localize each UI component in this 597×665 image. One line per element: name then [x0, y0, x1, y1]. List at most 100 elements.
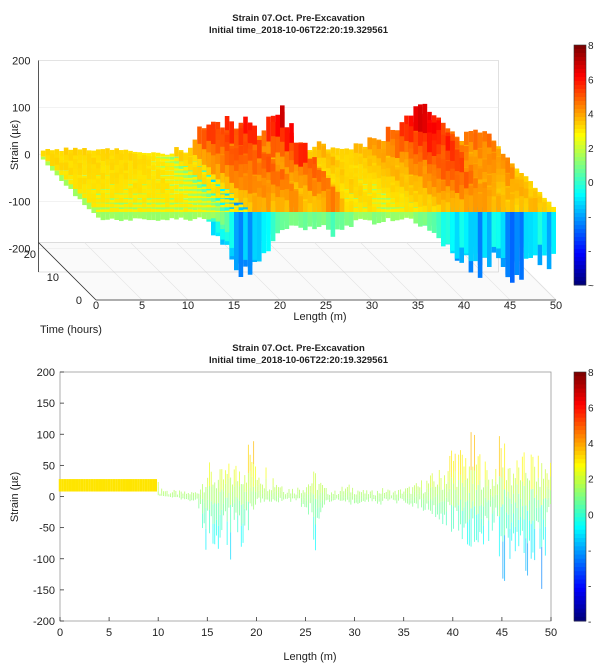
chart-3d-ribbon-segment [40, 156, 46, 160]
chart-3d-ribbon-segment [243, 197, 248, 208]
chart-3d-ribbon-segment [183, 181, 188, 185]
chart-3d-ribbon-segment [344, 212, 349, 226]
chart-3d-ribbon-segment [77, 154, 83, 162]
chart-3d-ribbon-segment [59, 175, 64, 181]
chart-3d-ribbon-segment [63, 174, 69, 180]
chart-3d-ribbon-segment [312, 200, 317, 212]
chart-3d-ribbon-segment [238, 212, 244, 278]
chart-3d-x-tick-label: 50 [550, 300, 562, 312]
chart-3d-ribbon-segment [68, 160, 73, 166]
chart-3d-ribbon-segment [123, 179, 129, 185]
chart-3d-ribbon-segment [500, 199, 506, 212]
chart-3d-ribbon-segment [381, 212, 386, 222]
chart-3d-colorbar-cell [574, 173, 586, 178]
chart-3d-ribbon-segment [477, 212, 483, 278]
chart-3d-ribbon-segment [376, 194, 382, 199]
chart-3d-ribbon-segment [404, 212, 409, 218]
chart-3d-ribbon-segment [137, 187, 142, 194]
chart-3d-ribbon-segment [178, 193, 184, 199]
chart-2d-x-tick-label: 5 [106, 627, 112, 639]
chart-3d-ribbon-segment [123, 189, 129, 194]
chart-3d-ribbon-segment [261, 197, 267, 212]
chart-3d-ribbon-segment [367, 205, 372, 212]
chart-3d-ribbon-segment [344, 198, 349, 203]
chart-3d-ribbon-segment [188, 209, 193, 212]
chart-3d-ribbon-segment [372, 212, 377, 225]
chart-3d-ribbon-segment [330, 165, 336, 176]
chart-3d-ribbon-segment [160, 204, 165, 208]
chart-3d-ribbon-segment [146, 212, 152, 221]
chart-3d-ribbon-segment [128, 165, 133, 171]
chart-3d-ribbon-segment [395, 196, 400, 203]
chart-3d-ribbon-segment [353, 157, 359, 166]
chart-3d-ribbon-segment [445, 202, 451, 212]
chart-3d-ribbon-segment [413, 212, 418, 224]
chart-3d-ribbon-segment [192, 167, 198, 176]
chart-3d-ribbon-segment [183, 166, 188, 171]
chart-3d-ribbon-segment [491, 212, 497, 247]
chart-3d-ribbon-segment [197, 204, 202, 208]
chart-3d-colorbar-cell [574, 77, 586, 82]
chart-3d-ribbon-segment [533, 197, 538, 212]
chart-2d-x-tick-label: 30 [348, 627, 360, 639]
chart-3d-ribbon-segment [243, 209, 248, 212]
chart-3d-x-tick-label: 20 [274, 300, 286, 312]
chart-3d-ribbon-segment [188, 204, 193, 208]
chart-3d-ribbon-segment [96, 212, 101, 218]
chart-3d-ribbon-segment [188, 186, 193, 189]
chart-3d-ribbon-segment [408, 202, 414, 208]
chart-3d-ribbon-segment [234, 205, 239, 208]
chart-3d-ribbon-segment [109, 162, 115, 171]
chart-2d-colorbar-cell [574, 550, 586, 556]
chart-3d-ribbon-segment [335, 212, 340, 230]
chart-3d-floor-gridline [130, 242, 189, 301]
chart-3d-ribbon-segment [238, 210, 244, 212]
chart-3d-ribbon-segment [372, 199, 377, 203]
chart-3d-floor-gridline [314, 242, 373, 301]
chart-3d-ribbon-segment [215, 186, 221, 194]
chart-3d-colorbar-cell [574, 261, 586, 266]
chart-3d-ribbon-segment [422, 212, 428, 226]
chart-3d-ribbon-segment [59, 150, 64, 157]
chart-3d-ribbon-segment [339, 198, 345, 212]
chart-3d-ribbon-segment [174, 147, 179, 157]
chart-3d-ribbon-segment [165, 197, 170, 203]
chart-3d-ribbon-segment [123, 203, 129, 208]
chart-2d-colorbar-cell [574, 467, 586, 473]
chart-3d-ribbon-segment [339, 175, 345, 185]
chart-2d-colorbar-cell [574, 583, 586, 589]
chart-3d-ribbon-segment [54, 157, 60, 166]
chart-2d-colorbar-cell [574, 376, 586, 381]
chart-3d-ribbon-segment [188, 177, 193, 180]
chart-3d-ribbon-segment [450, 212, 455, 251]
chart-3d-ribbon-segment [385, 181, 391, 189]
chart-3d-ribbon-segment [169, 170, 175, 176]
chart-3d-ribbon-segment [165, 162, 170, 166]
chart-3d-ribbon-segment [169, 204, 175, 208]
chart-2d-x-tick-label: 50 [545, 627, 557, 639]
chart-3d-floor-gridline [360, 242, 419, 301]
chart-3d-ribbon-segment [123, 212, 129, 220]
chart-2d-colorbar-cell [574, 475, 586, 481]
chart-2d-colorbar-cell [574, 459, 586, 464]
chart-3d-x-tick-label: 45 [504, 300, 516, 312]
chart-3d-ribbon-segment [390, 208, 395, 212]
chart-3d-ribbon-segment [234, 212, 239, 271]
chart-2d-y-tick-label: -50 [39, 523, 55, 535]
chart-3d-ribbon-segment [201, 212, 207, 219]
chart-3d-ribbon-segment [372, 185, 377, 189]
chart-3d-ribbon-segment [358, 143, 363, 157]
chart-3d-ribbon-segment [353, 198, 359, 203]
chart-3d-x-tick-label: 0 [93, 300, 99, 312]
chart-3d-ribbon-segment [211, 184, 216, 189]
chart-3d-ribbon-segment [123, 184, 129, 189]
chart-3d-ribbon-segment [114, 212, 119, 220]
chart-2d-y-tick-label: 100 [37, 429, 55, 441]
chart-3d-ribbon-segment [183, 159, 188, 166]
chart-3d-ribbon-segment [114, 158, 119, 166]
chart-3d-ribbon-segment [137, 194, 142, 199]
chart-3d-ribbon-segment [353, 212, 359, 221]
chart-3d-colorbar-cell [574, 221, 586, 226]
chart-3d-ribbon-segment [335, 191, 340, 212]
chart-2d-plot-area [59, 371, 552, 622]
